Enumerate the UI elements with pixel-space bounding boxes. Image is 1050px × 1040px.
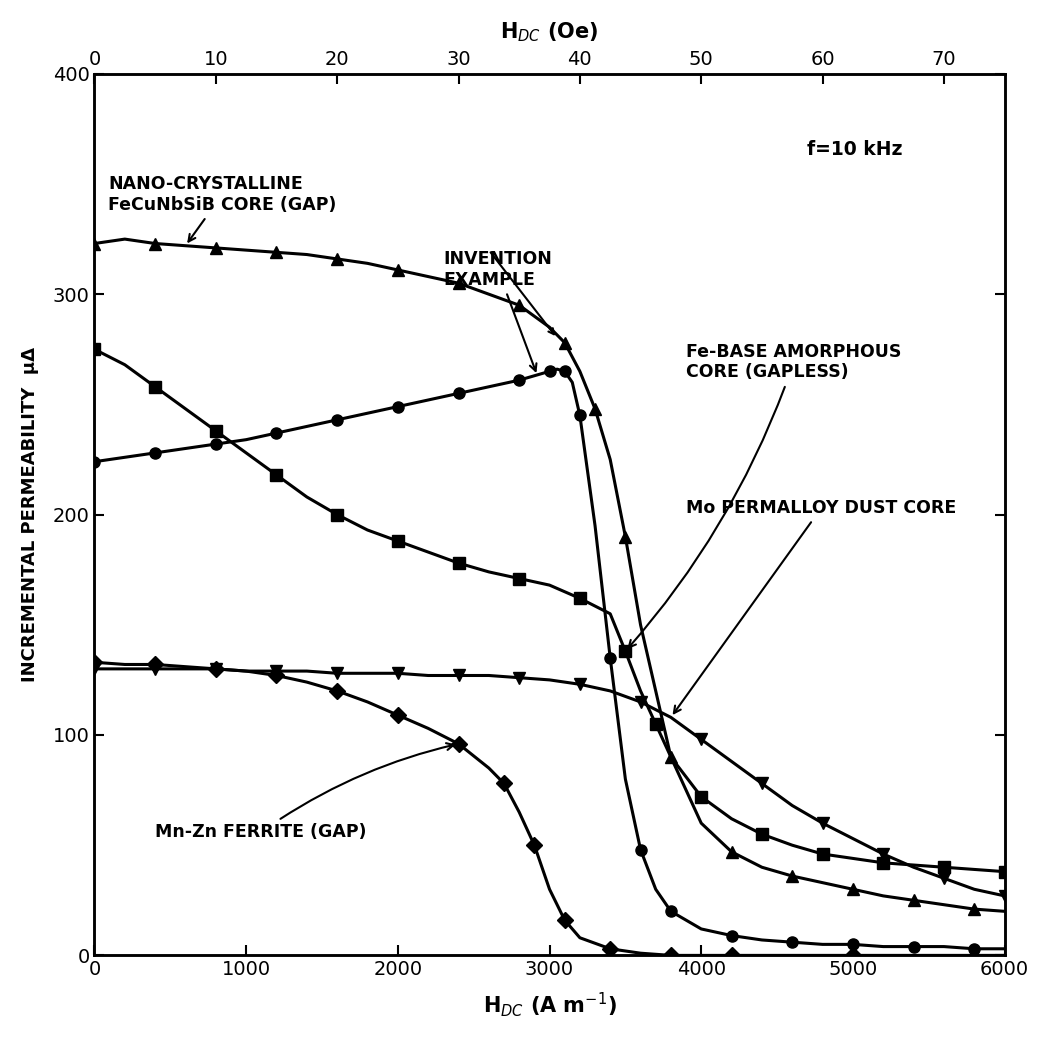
Text: Fe-BASE AMORPHOUS
CORE (GAPLESS): Fe-BASE AMORPHOUS CORE (GAPLESS) xyxy=(629,343,902,648)
Text: NANO-CRYSTALLINE
FeCuNbSiB CORE (GAP): NANO-CRYSTALLINE FeCuNbSiB CORE (GAP) xyxy=(108,175,336,241)
Text: f=10 kHz: f=10 kHz xyxy=(807,140,903,159)
Text: Mo PERMALLOY DUST CORE: Mo PERMALLOY DUST CORE xyxy=(674,499,957,713)
Y-axis label: INCREMENTAL PERMEABILITY  μΔ: INCREMENTAL PERMEABILITY μΔ xyxy=(21,347,39,682)
X-axis label: H$_{DC}$ (A m$^{-1}$): H$_{DC}$ (A m$^{-1}$) xyxy=(483,990,616,1019)
Text: INVENTION
EXAMPLE: INVENTION EXAMPLE xyxy=(443,251,552,371)
Text: Mn-Zn FERRITE (GAP): Mn-Zn FERRITE (GAP) xyxy=(155,744,454,841)
X-axis label: H$_{DC}$ (Oe): H$_{DC}$ (Oe) xyxy=(501,21,598,45)
